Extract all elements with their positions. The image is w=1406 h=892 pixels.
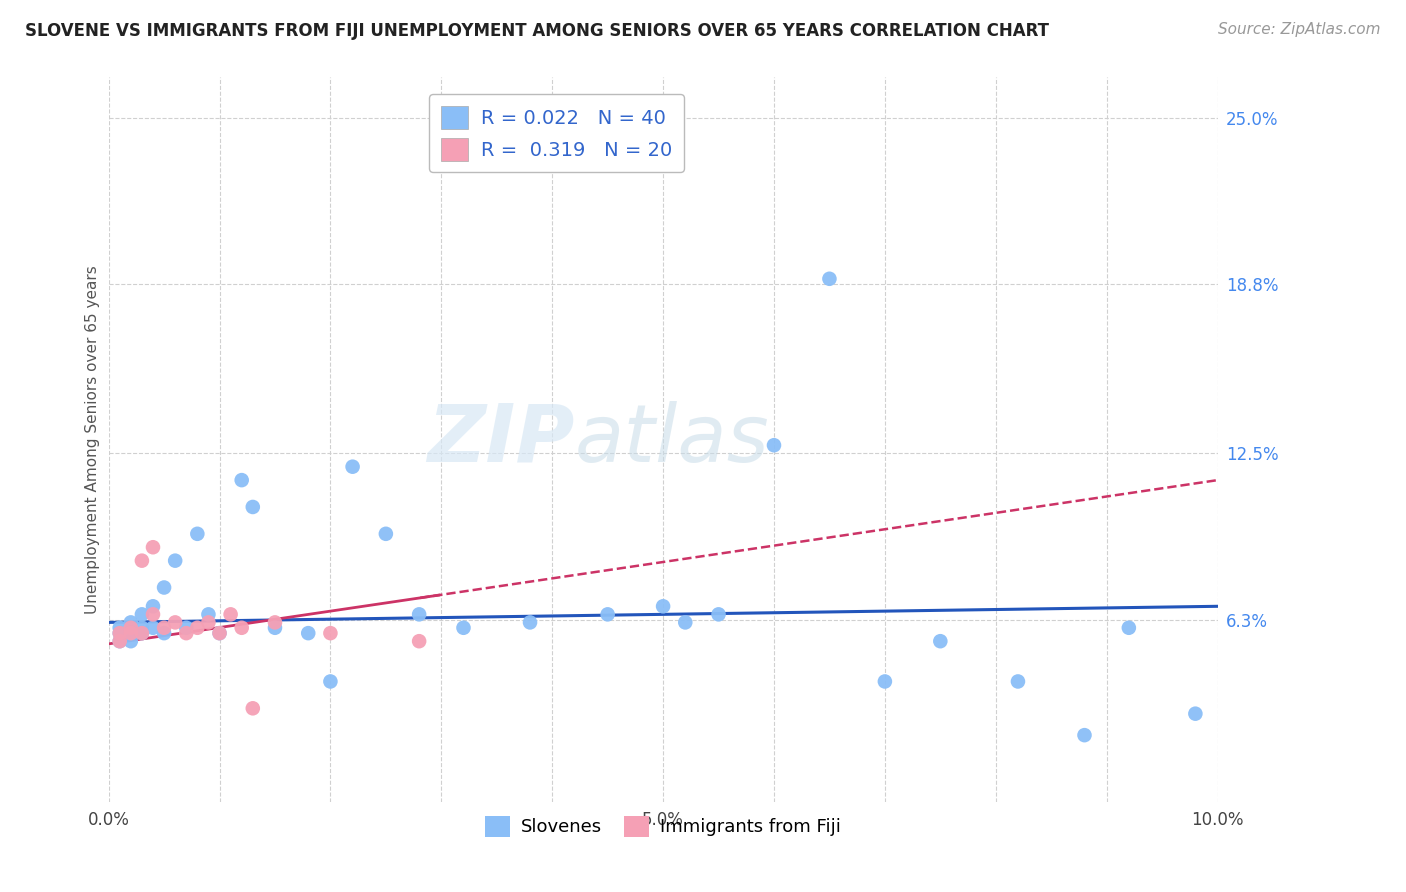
Point [453, 621, 475, 635]
Point [408, 607, 430, 622]
Point [319, 674, 342, 689]
Point [174, 621, 197, 635]
Point [131, 621, 153, 635]
Point [108, 626, 131, 640]
Point [142, 599, 165, 614]
Point [131, 607, 153, 622]
Point [219, 607, 242, 622]
Point [131, 554, 153, 568]
Point [596, 607, 619, 622]
Point [186, 621, 208, 635]
Point [264, 615, 287, 630]
Point [208, 626, 231, 640]
Point [297, 626, 319, 640]
Text: SLOVENE VS IMMIGRANTS FROM FIJI UNEMPLOYMENT AMONG SENIORS OVER 65 YEARS CORRELA: SLOVENE VS IMMIGRANTS FROM FIJI UNEMPLOY… [25, 22, 1049, 40]
Point [120, 634, 142, 648]
Y-axis label: Unemployment Among Seniors over 65 years: Unemployment Among Seniors over 65 years [86, 266, 100, 615]
Point [153, 581, 176, 595]
Point [264, 621, 287, 635]
Point [108, 621, 131, 635]
Text: atlas: atlas [575, 401, 769, 479]
Point [108, 626, 131, 640]
Point [231, 473, 253, 487]
Point [153, 621, 176, 635]
Point [231, 621, 253, 635]
Point [1007, 674, 1029, 689]
Point [208, 626, 231, 640]
Point [153, 626, 176, 640]
Point [374, 526, 396, 541]
Point [242, 701, 264, 715]
Point [342, 459, 364, 474]
Point [1073, 728, 1095, 742]
Point [1184, 706, 1206, 721]
Point [762, 438, 785, 452]
Point [197, 607, 219, 622]
Point [165, 615, 187, 630]
Point [120, 621, 142, 635]
Point [319, 626, 342, 640]
Point [131, 626, 153, 640]
Point [242, 500, 264, 514]
Point [652, 599, 675, 614]
Point [197, 615, 219, 630]
Point [142, 621, 165, 635]
Point [120, 615, 142, 630]
Point [120, 626, 142, 640]
Point [673, 615, 696, 630]
Point [929, 634, 952, 648]
Legend: Slovenes, Immigrants from Fiji: Slovenes, Immigrants from Fiji [478, 809, 848, 844]
Point [408, 634, 430, 648]
Point [519, 615, 541, 630]
Point [818, 272, 841, 286]
Point [142, 607, 165, 622]
Point [707, 607, 730, 622]
Point [186, 526, 208, 541]
Point [142, 540, 165, 554]
Point [1118, 621, 1140, 635]
Point [120, 626, 142, 640]
Point [174, 626, 197, 640]
Point [108, 634, 131, 648]
Point [108, 634, 131, 648]
Point [165, 554, 187, 568]
Point [131, 626, 153, 640]
Text: ZIP: ZIP [427, 401, 575, 479]
Point [873, 674, 896, 689]
Text: Source: ZipAtlas.com: Source: ZipAtlas.com [1218, 22, 1381, 37]
